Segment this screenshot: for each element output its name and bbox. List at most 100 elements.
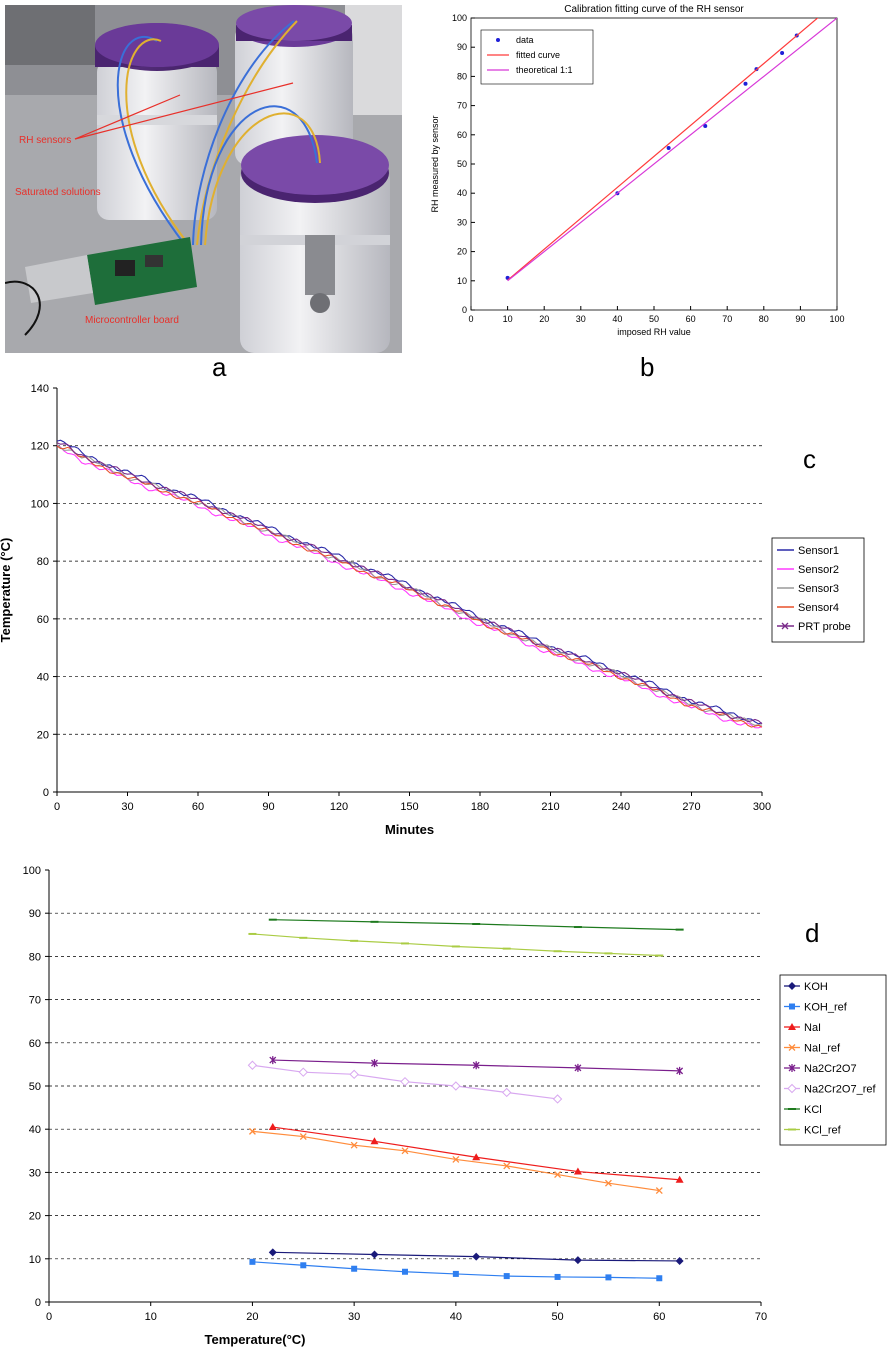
x-tick-label: 50 <box>649 314 659 324</box>
x-tick-label: 240 <box>612 801 630 813</box>
y-tick-label: 80 <box>37 556 49 568</box>
series-line-Sensor1 <box>56 439 763 725</box>
data-point <box>248 1127 256 1135</box>
legend-label: fitted curve <box>516 50 560 60</box>
microcontroller-board <box>25 237 197 305</box>
temperature-chart: 0 20 40 60 80 100 120 140 0 30 60 90 120 150 180 210 240… <box>0 383 865 837</box>
data-point <box>655 1187 663 1195</box>
data-point <box>675 1175 684 1183</box>
x-tick-label: 60 <box>653 1311 665 1323</box>
data-point <box>268 1123 277 1131</box>
y-tick-label: 80 <box>457 71 467 81</box>
y-tick-label: 140 <box>31 383 49 395</box>
y-tick-label: 40 <box>37 672 49 684</box>
y-tick-label: 100 <box>452 13 467 23</box>
data-point <box>472 1153 481 1161</box>
y-tick-label: 10 <box>457 276 467 286</box>
legend-marker <box>788 1064 796 1072</box>
legend-label: theoretical 1:1 <box>516 65 573 75</box>
x-tick-label: 90 <box>262 801 274 813</box>
legend-marker <box>788 1023 796 1030</box>
chart-title: Calibration fitting curve of the RH sens… <box>564 4 744 15</box>
y-tick-label: 30 <box>457 217 467 227</box>
data-point <box>351 1265 358 1272</box>
data-point <box>554 1171 562 1179</box>
x-axis-label: imposed RH value <box>617 327 691 337</box>
y-tick-label: 30 <box>29 1167 41 1179</box>
series-KOH <box>268 1248 684 1265</box>
rh-vs-temperature-chart: 0 10 20 30 40 50 60 70 80 90 100 0 10 20 30 40 50 60 70 Tem… <box>23 865 887 1347</box>
y-tick-label: 60 <box>457 130 467 140</box>
x-tick-label: 0 <box>54 801 60 813</box>
legend-label: NaI_ref <box>804 1043 841 1055</box>
y-tick-label: 120 <box>31 441 49 453</box>
data-point <box>503 1273 510 1280</box>
data-point <box>370 1250 379 1259</box>
legend-marker <box>788 982 796 990</box>
y-axis-label: Temperature (°C) <box>0 538 13 643</box>
series-line-fitted-curve <box>507 18 819 281</box>
legend-label: Na2Cr2O7_ref <box>804 1084 876 1096</box>
data-point <box>249 1258 256 1265</box>
series-NaI_ref <box>248 1127 663 1195</box>
y-tick-label: 90 <box>29 908 41 920</box>
data-point <box>605 1274 612 1281</box>
x-tick-label: 80 <box>759 314 769 324</box>
x-tick-label: 120 <box>330 801 348 813</box>
legend-marker <box>787 1083 797 1094</box>
panel-letter-b: b <box>640 352 655 382</box>
y-tick-label: 20 <box>37 729 49 741</box>
y-tick-label: 20 <box>29 1211 41 1223</box>
y-tick-label: 70 <box>457 101 467 111</box>
legend-box <box>771 537 865 643</box>
data-point <box>451 1081 461 1091</box>
data-point <box>676 1066 684 1075</box>
legend-box <box>779 974 887 1146</box>
y-tick-label: 60 <box>37 614 49 626</box>
x-tick-label: 50 <box>551 1311 563 1323</box>
data-point <box>370 1137 379 1145</box>
series-line-PRT-probe <box>56 442 763 725</box>
data-point <box>371 1059 378 1068</box>
data-point <box>554 1273 561 1280</box>
photo-panel: RH sensors Saturated solutions Microcont… <box>4 5 402 353</box>
data-point <box>675 1256 684 1265</box>
x-tick-label: 60 <box>686 314 696 324</box>
x-tick-label: 30 <box>348 1311 360 1323</box>
series-KCl <box>268 918 684 931</box>
data-point <box>780 51 785 56</box>
y-tick-label: 80 <box>29 951 41 963</box>
y-tick-label: 100 <box>23 865 41 877</box>
series-Na2Cr2O7_ref <box>247 1060 563 1104</box>
data-point <box>472 1061 480 1070</box>
y-tick-label: 50 <box>29 1081 41 1093</box>
series-KOH_ref <box>249 1258 663 1282</box>
y-tick-label: 100 <box>31 498 49 510</box>
legend-label: KCl_ref <box>804 1125 842 1137</box>
data-point <box>552 1094 563 1104</box>
legend-label: Sensor1 <box>798 545 839 557</box>
x-tick-label: 60 <box>192 801 204 813</box>
y-tick-label: 60 <box>29 1038 41 1050</box>
x-tick-label: 10 <box>503 314 513 324</box>
y-tick-label: 0 <box>462 305 467 315</box>
calibration-chart: Calibration fitting curve of the RH sens… <box>430 4 845 337</box>
y-tick-label: 70 <box>29 995 41 1007</box>
data-point <box>349 1069 359 1080</box>
x-tick-label: 270 <box>682 801 700 813</box>
series-line-Sensor2 <box>56 444 763 729</box>
y-tick-label: 20 <box>457 247 467 257</box>
x-tick-label: 150 <box>400 801 418 813</box>
x-tick-label: 40 <box>612 314 622 324</box>
data-point <box>573 1167 582 1175</box>
data-point <box>574 1063 582 1072</box>
jar-2 <box>235 5 353 165</box>
legend-label: Sensor3 <box>798 583 839 595</box>
series-Na2Cr2O7 <box>269 1056 684 1075</box>
x-tick-label: 300 <box>753 801 771 813</box>
legend-label: Sensor2 <box>798 564 839 576</box>
series-line <box>252 1130 660 1192</box>
y-tick-label: 40 <box>457 188 467 198</box>
legend-marker <box>788 1044 796 1051</box>
series-line <box>252 933 660 957</box>
